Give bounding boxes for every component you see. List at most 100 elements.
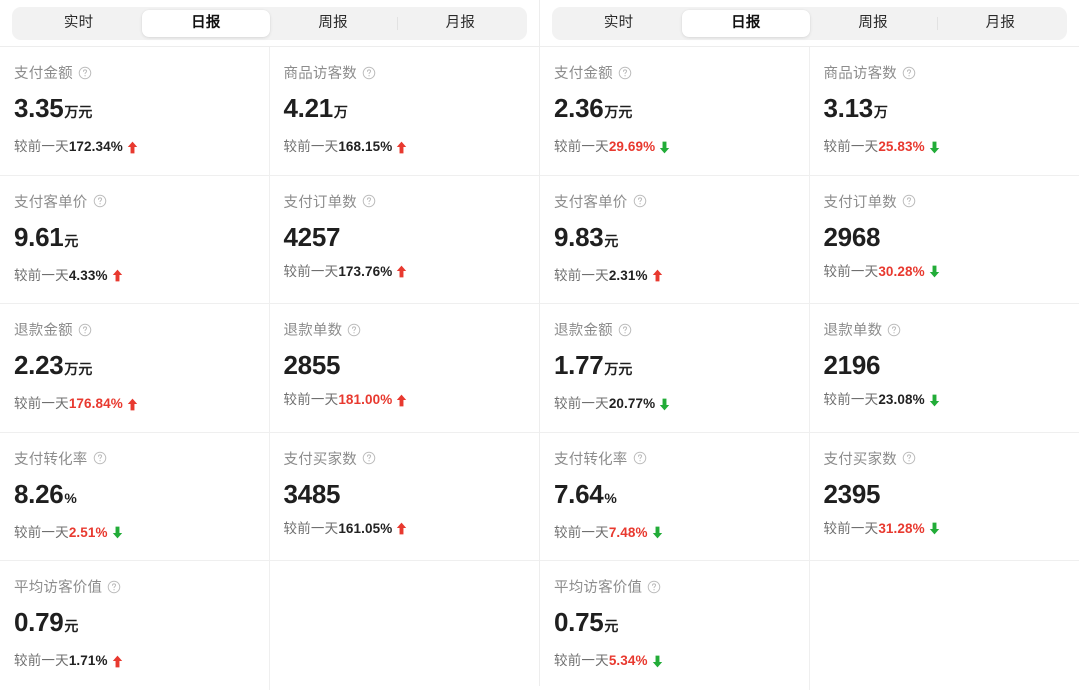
arrow-up-icon bbox=[396, 265, 407, 278]
arrow-down-icon bbox=[929, 394, 940, 407]
arrow-down-icon bbox=[929, 522, 940, 535]
metric-delta-label: 较前一天 bbox=[554, 139, 609, 155]
help-icon[interactable] bbox=[887, 323, 901, 337]
metric-value-unit: 万元 bbox=[604, 104, 632, 120]
tab-daily[interactable]: 日报 bbox=[142, 10, 269, 37]
help-icon[interactable] bbox=[93, 451, 107, 465]
metric-header: 平均访客价值 bbox=[14, 577, 255, 596]
metric-header: 商品访客数 bbox=[284, 63, 526, 82]
metric-value-number: 3.35 bbox=[14, 93, 63, 123]
help-icon[interactable] bbox=[618, 323, 632, 337]
metric-title: 支付订单数 bbox=[824, 191, 898, 212]
metric-header: 退款金额 bbox=[14, 320, 255, 339]
metric-header: 支付订单数 bbox=[284, 192, 526, 211]
help-icon[interactable] bbox=[647, 580, 661, 594]
metric-value: 3.35万元 bbox=[14, 92, 255, 128]
metric-value-number: 4257 bbox=[284, 222, 341, 252]
metric-delta-percent: 168.15% bbox=[338, 139, 392, 155]
metric-title: 退款单数 bbox=[824, 319, 883, 340]
help-icon[interactable] bbox=[618, 66, 632, 80]
help-icon[interactable] bbox=[362, 194, 376, 208]
arrow-up-icon bbox=[652, 269, 663, 282]
tab-realtime[interactable]: 实时 bbox=[15, 10, 142, 37]
metric-value-unit: 元 bbox=[604, 618, 618, 634]
arrow-up-icon bbox=[127, 141, 138, 154]
tab-weekly[interactable]: 周报 bbox=[270, 10, 397, 37]
metric-value-number: 9.83 bbox=[554, 222, 603, 252]
metric-delta-label: 较前一天 bbox=[554, 525, 609, 541]
metric-delta-label: 较前一天 bbox=[14, 396, 69, 412]
metric-title: 支付金额 bbox=[554, 62, 613, 83]
metric-delta-percent: 7.48% bbox=[609, 525, 648, 541]
metric-value-unit: 万元 bbox=[604, 361, 632, 377]
arrow-down-icon bbox=[929, 141, 940, 154]
metric-value-number: 2.36 bbox=[554, 93, 603, 123]
help-icon[interactable] bbox=[107, 580, 121, 594]
metric-value: 2395 bbox=[824, 478, 1066, 510]
tab-daily[interactable]: 日报 bbox=[682, 10, 809, 37]
arrow-up-icon bbox=[396, 522, 407, 535]
metric-header: 支付买家数 bbox=[824, 449, 1066, 468]
help-icon[interactable] bbox=[347, 323, 361, 337]
metric-delta-percent: 29.69% bbox=[609, 139, 655, 155]
help-icon[interactable] bbox=[902, 66, 916, 80]
metric-delta-percent: 2.51% bbox=[69, 525, 108, 541]
help-icon[interactable] bbox=[362, 66, 376, 80]
help-icon[interactable] bbox=[93, 194, 107, 208]
help-icon[interactable] bbox=[902, 451, 916, 465]
help-icon[interactable] bbox=[362, 451, 376, 465]
metric-delta-percent: 30.28% bbox=[878, 264, 924, 280]
help-icon[interactable] bbox=[78, 323, 92, 337]
metric-value-number: 9.61 bbox=[14, 222, 63, 252]
metric-value: 8.26% bbox=[14, 478, 255, 514]
tab-monthly[interactable]: 月报 bbox=[937, 10, 1064, 37]
metric-title: 平均访客价值 bbox=[554, 576, 642, 597]
metric-header: 支付转化率 bbox=[14, 449, 255, 468]
metric-delta-percent: 161.05% bbox=[338, 521, 392, 537]
tab-realtime[interactable]: 实时 bbox=[555, 10, 682, 37]
tab-monthly[interactable]: 月报 bbox=[397, 10, 524, 37]
help-icon[interactable] bbox=[633, 451, 647, 465]
metric-delta-percent: 4.33% bbox=[69, 268, 108, 284]
tab-weekly[interactable]: 周报 bbox=[810, 10, 937, 37]
metric-value: 9.83元 bbox=[554, 221, 795, 257]
arrow-up-icon bbox=[396, 141, 407, 154]
help-icon[interactable] bbox=[78, 66, 92, 80]
metric-value-unit: 元 bbox=[604, 233, 618, 249]
metric-delta-label: 较前一天 bbox=[554, 268, 609, 284]
metric-card-empty bbox=[270, 561, 540, 690]
help-icon[interactable] bbox=[902, 194, 916, 208]
metric-value-number: 2.23 bbox=[14, 350, 63, 380]
metric-delta-label: 较前一天 bbox=[14, 525, 69, 541]
metric-delta-label: 较前一天 bbox=[14, 139, 69, 155]
help-icon[interactable] bbox=[633, 194, 647, 208]
arrow-down-icon bbox=[112, 526, 123, 539]
